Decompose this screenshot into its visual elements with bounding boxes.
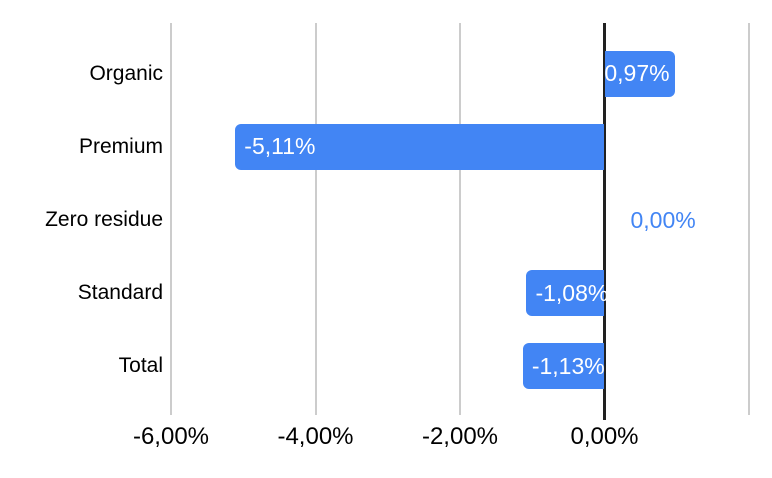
value-label-standard: -1,08% — [535, 279, 609, 306]
bar-standard: -1,08% — [526, 270, 608, 317]
x-axis-tick-label: -6,00% — [132, 423, 210, 450]
value-label-premium: -5,11% — [244, 133, 316, 160]
gridline — [459, 23, 461, 415]
value-label-organic: 0,97% — [604, 60, 670, 87]
category-label-total: Total — [118, 354, 163, 378]
gridline — [314, 23, 317, 415]
category-label-premium: Premium — [78, 134, 163, 158]
value-label-total: -1,13% — [531, 352, 605, 379]
gridline — [748, 23, 750, 415]
category-label-standard: Standard — [77, 281, 163, 305]
value-label-zero-residue: 0,00% — [630, 207, 696, 233]
x-axis-tick-label: 0,00% — [570, 423, 639, 450]
gridline — [170, 23, 172, 415]
bar-organic: 0,97% — [604, 50, 675, 97]
x-axis-tick-label: -4,00% — [277, 423, 354, 450]
category-label-zero-residue: Zero residue — [45, 208, 163, 231]
bar-premium: -5,11% — [235, 123, 605, 170]
zero-axis-line — [603, 23, 606, 420]
x-axis-tick-label: -2,00% — [421, 423, 499, 450]
category-label-organic: Organic — [89, 61, 163, 85]
bar-total: -1,13% — [522, 343, 605, 390]
